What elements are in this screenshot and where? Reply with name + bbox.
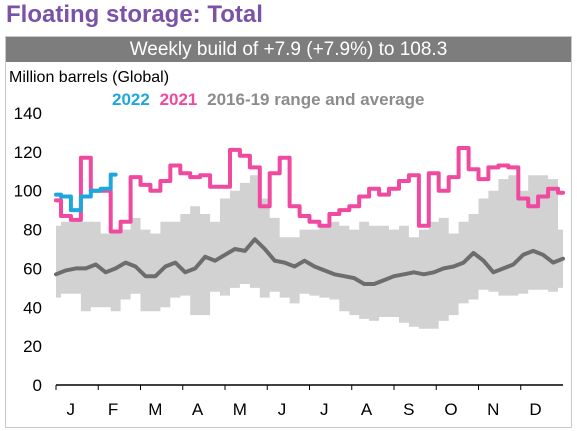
series-line-2021 <box>54 146 565 234</box>
y-axis-unit-label: Million barrels (Global) <box>9 69 169 86</box>
x-tick-label: J <box>278 400 287 419</box>
x-tick-label: S <box>403 400 414 419</box>
x-tick-label: M <box>233 400 247 419</box>
legend-2022: 2022 <box>112 90 150 109</box>
chart-title: Floating storage: Total <box>6 1 263 28</box>
x-tick-label: M <box>148 400 162 419</box>
y-tick-label: 120 <box>14 143 42 162</box>
y-tick-label: 100 <box>14 182 42 201</box>
y-tick-label: 20 <box>23 337 42 356</box>
legend-2021: 2021 <box>160 90 198 109</box>
range-band-layer <box>56 175 563 329</box>
x-tick-label: F <box>108 400 118 419</box>
x-tick-label: N <box>487 400 499 419</box>
chart-subtitle: Weekly build of +7.9 (+7.9%) to 108.3 <box>6 37 571 62</box>
series-line-2022 <box>54 172 118 213</box>
range-band-area <box>56 175 563 329</box>
x-tick-label: A <box>361 400 373 419</box>
x-tick-label: D <box>529 400 541 419</box>
x-tick-label: J <box>67 400 76 419</box>
x-tick-label: A <box>192 400 204 419</box>
legend: 2022 2021 2016-19 range and average <box>112 90 424 109</box>
legend-range: 2016-19 range and average <box>207 90 424 109</box>
y-tick-label: 0 <box>33 376 42 395</box>
series-layer <box>54 146 565 286</box>
y-tick-label: 40 <box>23 298 42 317</box>
y-tick-label: 60 <box>23 259 42 278</box>
series-line-2016-19-average <box>54 237 565 286</box>
axis-layer: 0 20 40 60 80 100 120 140 J F M A M J J A S O N D <box>14 104 563 419</box>
x-tick-label: O <box>444 400 457 419</box>
x-tick-label: J <box>320 400 329 419</box>
y-tick-label: 140 <box>14 104 42 123</box>
y-tick-label: 80 <box>23 221 42 240</box>
chart-frame: Weekly build of +7.9 (+7.9%) to 108.3 Mi… <box>5 36 572 428</box>
chart-plot: Million barrels (Global) 2022 2021 2016-… <box>9 69 565 419</box>
